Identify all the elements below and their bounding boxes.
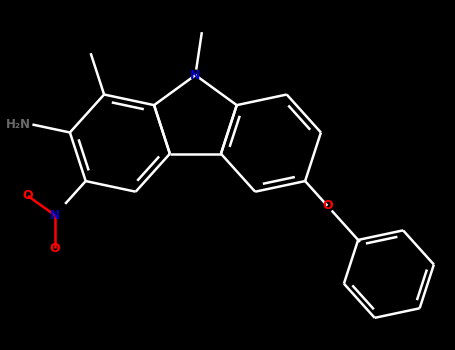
- Text: H₂N: H₂N: [5, 118, 30, 131]
- Text: O: O: [322, 199, 333, 212]
- Text: N: N: [190, 69, 201, 82]
- Text: O: O: [23, 189, 33, 202]
- Text: O: O: [50, 242, 60, 255]
- Text: N: N: [50, 209, 60, 222]
